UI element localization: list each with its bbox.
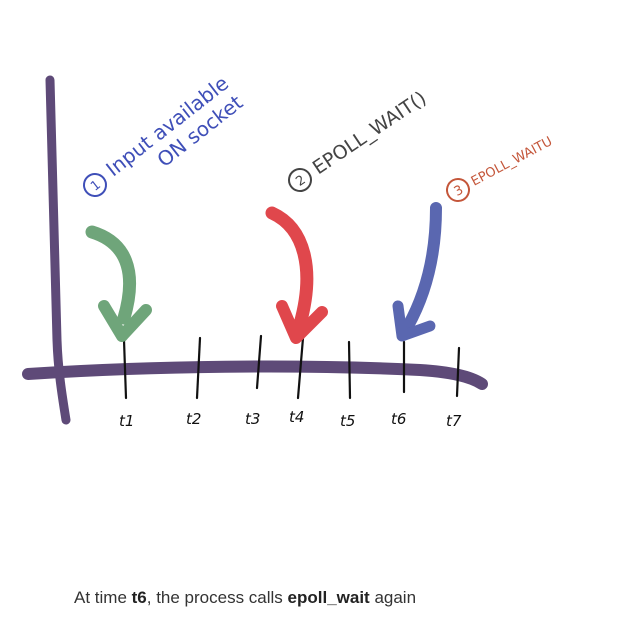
caption-prefix: At time	[74, 588, 132, 607]
tick-mark-t4	[296, 336, 305, 400]
figure-caption: At time t6, the process calls epoll_wait…	[74, 588, 416, 608]
annotation-number-2: 2	[293, 173, 308, 190]
tick-mark-t2	[195, 336, 202, 400]
vertical-axis	[45, 75, 71, 425]
number-circle-2	[288, 168, 312, 192]
tick-label-t5: t5	[340, 412, 355, 430]
green-arrow-1	[85, 225, 137, 325]
tick-mark-t3	[255, 334, 263, 390]
red-arrow-2-head	[276, 300, 328, 344]
tick-label-t6: t6	[391, 410, 406, 428]
annotation-input-available: 1 Input available ON socket	[83, 71, 247, 342]
tick-mark-t7	[455, 346, 461, 398]
annotation-text-epoll-wait-2: EPOLL_WAITU	[469, 134, 555, 189]
tick-label-t1: t1	[119, 412, 134, 430]
blue-arrow-3-head	[392, 300, 436, 342]
tick-label-t3: t3	[245, 410, 260, 428]
number-circle-1	[83, 173, 107, 197]
tick-label-t2: t2	[186, 410, 201, 428]
tick-label-t4: t4	[289, 408, 304, 426]
caption-call: epoll_wait	[287, 588, 370, 607]
caption-time: t6	[131, 588, 147, 607]
blue-arrow-3	[402, 202, 442, 332]
tick-label-t7: t7	[446, 412, 462, 430]
caption-middle: , the process calls	[146, 588, 288, 607]
annotation-epoll-wait-2: 3 EPOLL_WAITU	[392, 134, 555, 342]
tick-mark-t1	[122, 338, 128, 400]
caption-suffix: again	[369, 588, 417, 607]
annotation-epoll-wait-1: 2 EPOLL_WAIT()	[265, 87, 431, 344]
timeline-axis	[22, 360, 488, 390]
timeline-diagram: t1 t2 t3 t4 t5 t6 t7 1 Input available O…	[22, 71, 555, 430]
annotation-number-1: 1	[88, 178, 104, 195]
annotation-number-3: 3	[452, 183, 466, 200]
number-circle-3	[446, 178, 470, 202]
red-arrow-2	[265, 206, 314, 331]
annotation-text-epoll-wait-1: EPOLL_WAIT()	[309, 87, 431, 179]
tick-marks	[122, 334, 461, 400]
green-arrow-1-head	[98, 300, 152, 342]
tick-mark-t5	[347, 340, 352, 400]
